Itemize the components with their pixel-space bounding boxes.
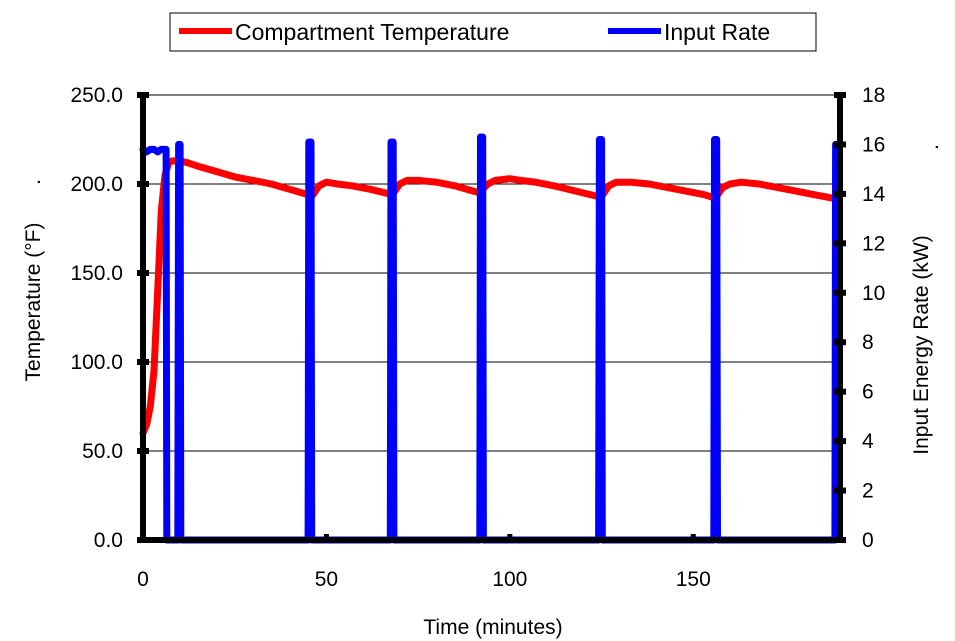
- right-tick-label: 8: [862, 331, 874, 354]
- series-line-input-rate: [139, 133, 842, 544]
- left-tick-label: 200.0: [70, 173, 123, 196]
- left-axis-title-suffix: .: [22, 179, 45, 185]
- right-tick-label: 2: [862, 480, 874, 503]
- axes: 0.0 50.0 100.0 150.0 200.0 250.0 0 2 4 6 8 10 12 14 16…: [70, 84, 885, 591]
- left-tick-label: 50.0: [82, 440, 123, 463]
- left-tick-label: 100.0: [70, 351, 123, 374]
- legend-label-input-rate: Input Rate: [664, 19, 770, 45]
- left-axis-title: Temperature (°F): [22, 223, 45, 382]
- right-tick-label: 0: [862, 529, 874, 552]
- x-axis-title: Time (minutes): [423, 616, 562, 639]
- right-axis-title: Input Energy Rate (kW): [910, 235, 933, 454]
- plot-series: [139, 133, 842, 544]
- right-tick-label: 10: [862, 282, 885, 305]
- legend-box: [169, 12, 817, 52]
- x-tick-label: 50: [315, 568, 338, 591]
- legend: Compartment Temperature Input Rate: [169, 12, 817, 52]
- x-tick-label: 150: [676, 568, 711, 591]
- left-tick-label: 0.0: [94, 529, 123, 552]
- left-tick-label: 150.0: [70, 262, 123, 285]
- gridlines: [143, 94, 840, 452]
- right-tick-label: 6: [862, 381, 874, 404]
- right-axis-title-suffix: .: [920, 144, 943, 150]
- legend-label-compartment-temperature: Compartment Temperature: [235, 19, 509, 45]
- right-tick-label: 16: [862, 133, 885, 156]
- right-tick-label: 4: [862, 430, 874, 453]
- x-tick-label: 100: [492, 568, 527, 591]
- x-tick-label: 0: [137, 568, 149, 591]
- left-tick-label: 250.0: [70, 84, 123, 107]
- series-line-compartment-temperature: [139, 157, 840, 437]
- right-tick-label: 12: [862, 232, 885, 255]
- right-tick-label: 18: [862, 84, 885, 107]
- right-tick-label: 14: [862, 183, 886, 206]
